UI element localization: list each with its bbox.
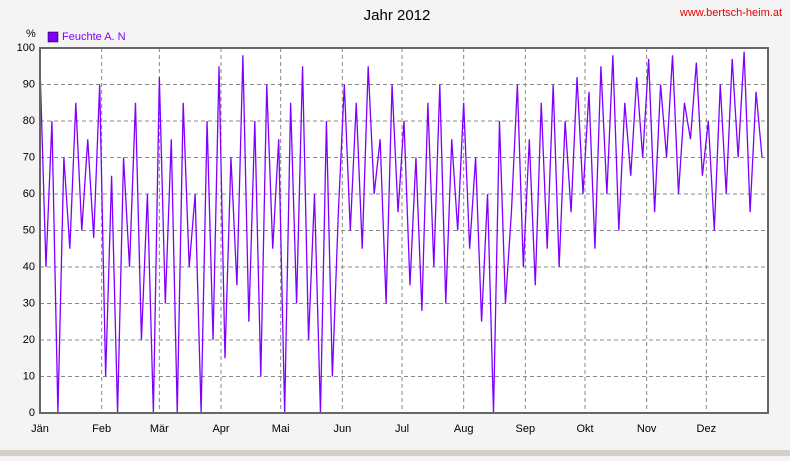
plot-border	[39, 47, 769, 414]
x-tick-label: Jun	[333, 423, 351, 435]
watermark: www.bertsch-heim.at	[679, 7, 782, 19]
legend-label: Feuchte A. N	[62, 31, 126, 43]
y-tick-label: 90	[23, 78, 35, 90]
data-line	[39, 51, 763, 414]
y-axis-label: %	[26, 28, 36, 40]
x-tick-label: Okt	[576, 423, 593, 435]
y-tick-label: 70	[23, 151, 35, 163]
y-tick-label: 80	[23, 115, 35, 127]
y-tick-label: 50	[23, 224, 35, 236]
x-tick-label: Nov	[637, 423, 657, 435]
x-tick-label: Mai	[272, 423, 290, 435]
y-tick-label: 10	[23, 370, 35, 382]
y-tick-label: 30	[23, 297, 35, 309]
y-tick-label: 0	[29, 407, 35, 419]
y-tick-label: 20	[23, 334, 35, 346]
x-tick-label: Jän	[31, 423, 49, 435]
x-tick-label: Jul	[395, 423, 409, 435]
x-tick-label: Apr	[212, 423, 229, 435]
y-tick-label: 40	[23, 261, 35, 273]
x-tick-label: Dez	[697, 423, 717, 435]
x-tick-label: Mär	[150, 423, 169, 435]
x-tick-label: Aug	[454, 423, 474, 435]
y-tick-label: 100	[17, 42, 35, 54]
y-tick-label: 60	[23, 188, 35, 200]
status-strip	[0, 450, 790, 456]
chart-title: Jahr 2012	[364, 7, 431, 24]
x-tick-label: Sep	[516, 423, 536, 435]
x-tick-label: Feb	[92, 423, 111, 435]
legend-swatch	[47, 31, 59, 43]
